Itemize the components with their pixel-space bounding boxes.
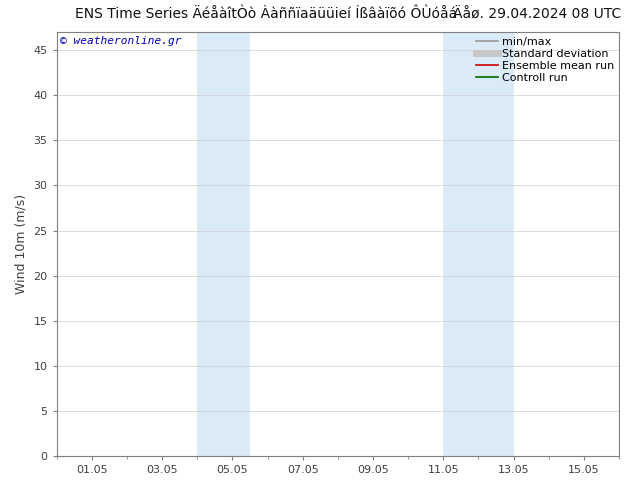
Text: Äåø. 29.04.2024 08 UTC: Äåø. 29.04.2024 08 UTC [453, 7, 621, 22]
Y-axis label: Wind 10m (m/s): Wind 10m (m/s) [15, 194, 28, 294]
Text: ENS Time Series ÄéåàîtÒò Ààññïaäüüieí Íßâàïõó ÔÙóåá: ENS Time Series ÄéåàîtÒò Ààññïaäüüieí Íß… [75, 7, 457, 22]
Text: © weatheronline.gr: © weatheronline.gr [60, 36, 181, 47]
Legend: min/max, Standard deviation, Ensemble mean run, Controll run: min/max, Standard deviation, Ensemble me… [474, 34, 617, 85]
Bar [197, 32, 250, 456]
Bar [443, 32, 514, 456]
